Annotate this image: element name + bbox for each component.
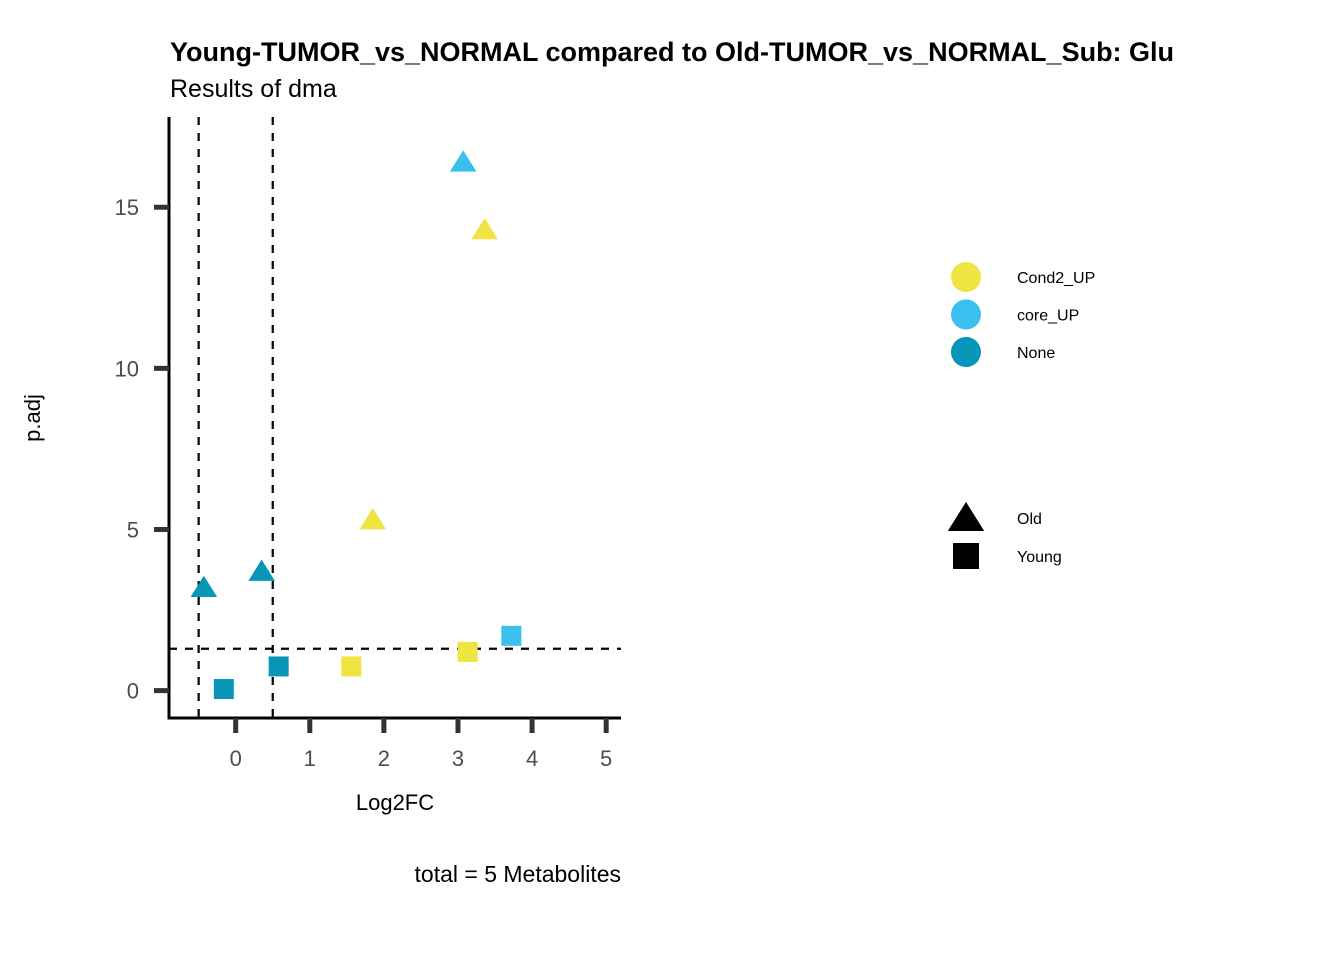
y-tick-label: 15: [115, 195, 139, 220]
x-tick-label: 0: [230, 746, 242, 771]
chart-subtitle: Results of dma: [170, 75, 337, 103]
chart-title: Young-TUMOR_vs_NORMAL compared to Old-TU…: [170, 37, 1174, 67]
point-triangle: [190, 575, 218, 597]
legend-square-key: [953, 543, 979, 569]
point-square: [501, 625, 522, 646]
legend-triangle-key: [947, 501, 985, 531]
shape-legend: Old Young: [947, 501, 1062, 569]
legend-color-label: Cond2_UP: [1017, 270, 1095, 287]
y-axis-title: p.adj: [20, 394, 45, 442]
y-tick-label: 0: [127, 679, 139, 704]
x-tick-label: 5: [600, 746, 612, 771]
x-axis-title: Log2FC: [356, 790, 434, 815]
reference-lines: [169, 117, 621, 718]
legend-color-label: core_UP: [1017, 308, 1079, 325]
point-triangle: [471, 218, 498, 240]
x-tick-label: 3: [452, 746, 464, 771]
x-tick-label: 2: [378, 746, 390, 771]
legend-color-key: [951, 299, 981, 330]
legend-shape-label: Old: [1017, 511, 1042, 528]
point-square: [341, 656, 362, 677]
axes: 0 1 2 3 4 5 0 5 10 15: [115, 117, 621, 771]
legend-shape-label: Young: [1017, 549, 1062, 566]
caption: total = 5 Metabolites: [415, 861, 621, 887]
x-tick-label: 4: [526, 746, 538, 771]
y-tick-label: 5: [127, 517, 139, 542]
legend-color-label: None: [1017, 345, 1055, 362]
color-legend: Cond2_UP core_UP None: [951, 262, 1095, 367]
point-triangle: [248, 559, 275, 581]
point-square: [457, 641, 478, 662]
data-points: [190, 150, 522, 699]
legend-color-key: [951, 262, 981, 292]
point-square: [213, 678, 234, 699]
x-tick-label: 1: [304, 746, 316, 771]
y-tick-label: 10: [115, 356, 139, 381]
point-triangle: [359, 508, 387, 530]
point-square: [268, 656, 289, 677]
point-triangle: [449, 150, 477, 172]
legend-color-key: [951, 337, 981, 367]
